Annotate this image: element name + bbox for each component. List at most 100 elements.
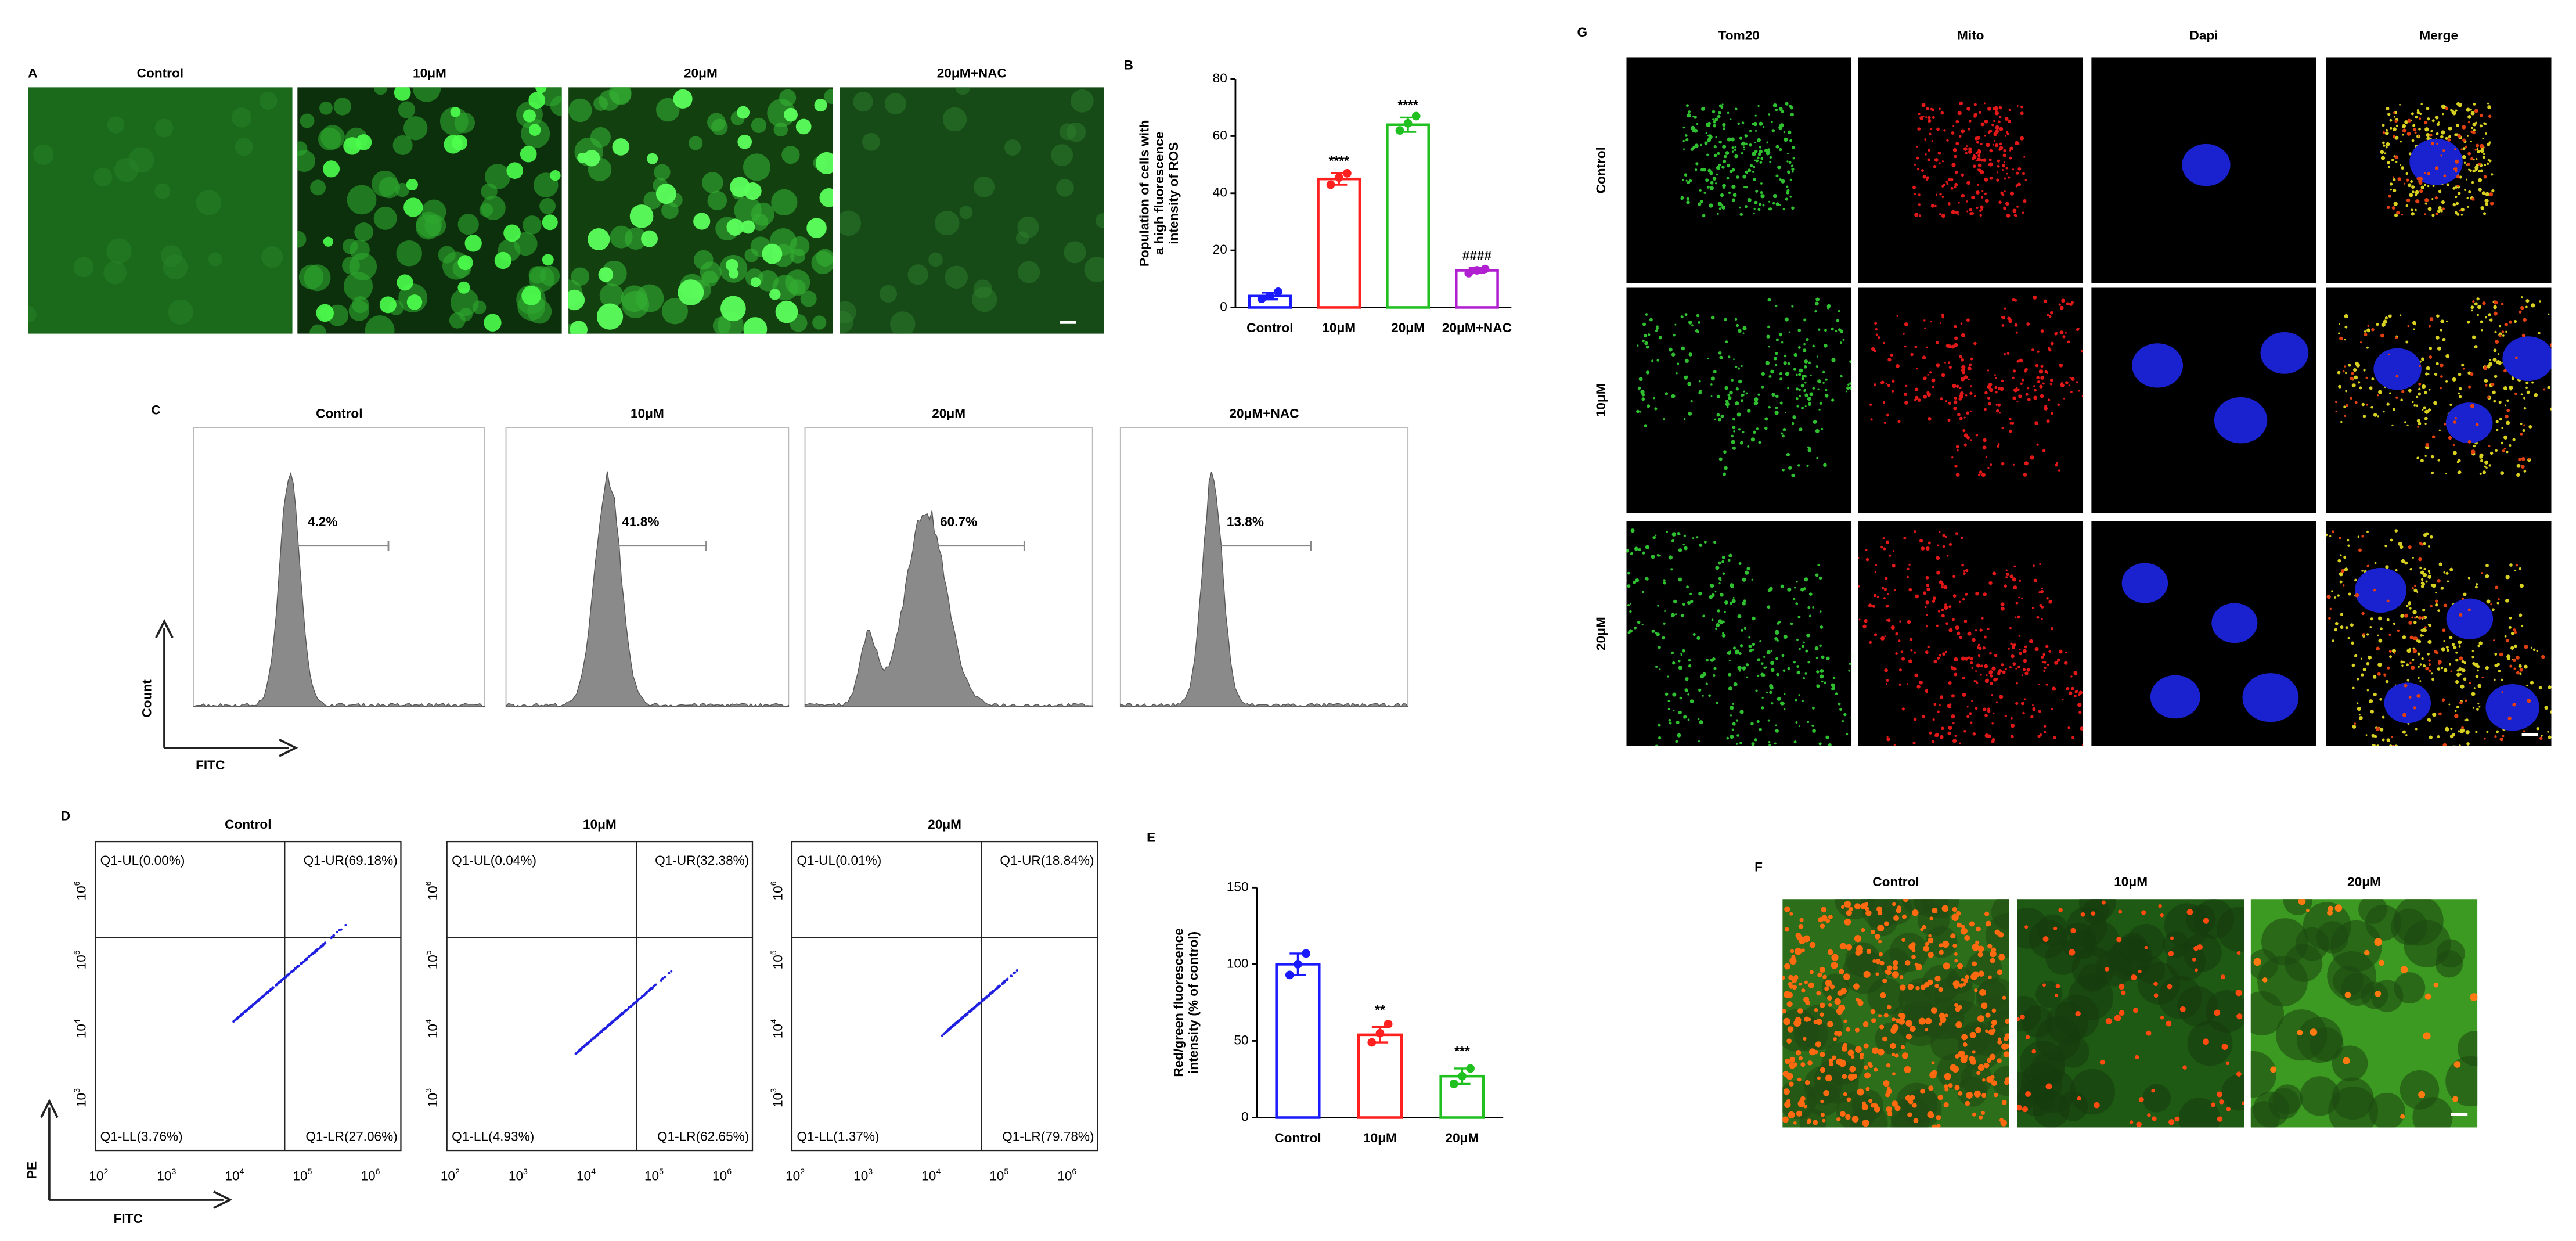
image-feature (2182, 1065, 2187, 1070)
image-feature (2455, 109, 2458, 112)
image-feature (1924, 327, 1926, 329)
image-feature (2470, 305, 2474, 310)
data-point (1480, 264, 1490, 274)
image-feature (2012, 463, 2015, 466)
image-feature (550, 96, 562, 116)
tick-base: 10 (361, 1168, 375, 1183)
image-feature (1975, 707, 1978, 710)
image-feature (1886, 1005, 1892, 1010)
image-feature (2472, 707, 2475, 709)
image-feature (1926, 176, 1930, 179)
image-feature (1642, 340, 1645, 343)
micrograph (2091, 287, 2316, 513)
image-feature (2418, 181, 2423, 185)
image-feature (1698, 202, 1702, 206)
image-feature (1973, 1090, 1981, 1098)
image-feature (1654, 744, 1659, 746)
image-feature (1916, 368, 1918, 370)
image-feature (2557, 678, 2560, 681)
image-feature (1816, 684, 1820, 688)
image-feature (2211, 603, 2258, 643)
image-feature (406, 294, 423, 310)
image-feature (2009, 156, 2012, 160)
image-feature (1840, 905, 1845, 909)
image-feature (2465, 699, 2467, 702)
image-feature (1804, 382, 1807, 384)
image-feature (2050, 311, 2053, 315)
image-feature (2526, 390, 2530, 394)
image-feature (1968, 128, 1970, 131)
image-feature (2386, 618, 2390, 621)
image-feature (2343, 584, 2345, 587)
image-feature (2386, 599, 2390, 603)
image-feature (1946, 139, 1949, 142)
image-feature (2461, 597, 2464, 600)
image-feature (2340, 625, 2344, 630)
image-feature (2039, 733, 2042, 736)
image-feature (1677, 531, 1680, 535)
image-feature (1705, 178, 1709, 182)
image-feature (1754, 141, 1757, 144)
image-feature (2393, 899, 2444, 946)
image-feature (2435, 949, 2463, 978)
image-feature (1915, 594, 1919, 599)
image-feature (1980, 664, 1983, 668)
image-feature (1787, 1026, 1794, 1033)
image-feature (2000, 602, 2005, 607)
image-feature (1656, 359, 1659, 362)
image-feature (1973, 154, 1975, 156)
image-feature (2001, 324, 2005, 327)
image-feature (1655, 534, 1657, 537)
event-dot (590, 1038, 593, 1041)
image-feature (1903, 899, 1909, 902)
image-feature (1803, 348, 1807, 352)
image-feature (1831, 683, 1835, 688)
image-feature (1789, 1056, 1796, 1063)
image-feature (1769, 690, 1772, 695)
image-feature (1909, 638, 1913, 642)
image-feature (2513, 667, 2516, 670)
image-feature (2482, 138, 2484, 139)
image-feature (1654, 407, 1658, 411)
image-feature (1905, 384, 1908, 387)
image-feature (1954, 186, 1957, 189)
tick-base: 10 (712, 1168, 727, 1183)
image-feature (1814, 646, 1819, 650)
image-feature (2443, 668, 2448, 672)
image-feature (1965, 1100, 1970, 1106)
image-feature (2407, 183, 2412, 188)
image-feature (1753, 121, 1758, 127)
image-feature (1970, 439, 1972, 441)
image-feature (1732, 426, 1736, 429)
image-feature (2038, 710, 2041, 713)
image-feature (2438, 429, 2441, 431)
data-point (1326, 180, 1335, 189)
image-feature (2319, 548, 2321, 550)
y-axis-label: intensity (% of control) (1186, 931, 1201, 1074)
image-feature (168, 299, 193, 325)
image-feature (1922, 925, 1926, 930)
image-feature (1663, 581, 1666, 585)
image-feature (1785, 197, 1788, 201)
image-feature (1874, 1106, 1880, 1113)
image-feature (2455, 167, 2458, 170)
image-feature (1754, 159, 1756, 161)
image-feature (1787, 587, 1792, 592)
image-feature (1872, 1047, 1879, 1055)
image-feature (2424, 455, 2427, 457)
x-tick-label: 10μM (1322, 321, 1356, 335)
image-feature (1952, 1066, 1959, 1073)
image-feature (2417, 392, 2421, 396)
image-feature (2428, 659, 2431, 662)
image-feature (2484, 460, 2489, 465)
image-feature (1783, 635, 1788, 639)
image-feature (2482, 301, 2486, 305)
image-feature (1948, 1082, 1953, 1088)
image-feature (2137, 962, 2181, 1005)
image-feature (2507, 716, 2512, 721)
image-feature (1950, 186, 1954, 190)
image-feature (2217, 1116, 2223, 1122)
image-feature (2399, 749, 2402, 752)
image-feature (1066, 122, 1086, 142)
image-feature (2037, 380, 2040, 383)
